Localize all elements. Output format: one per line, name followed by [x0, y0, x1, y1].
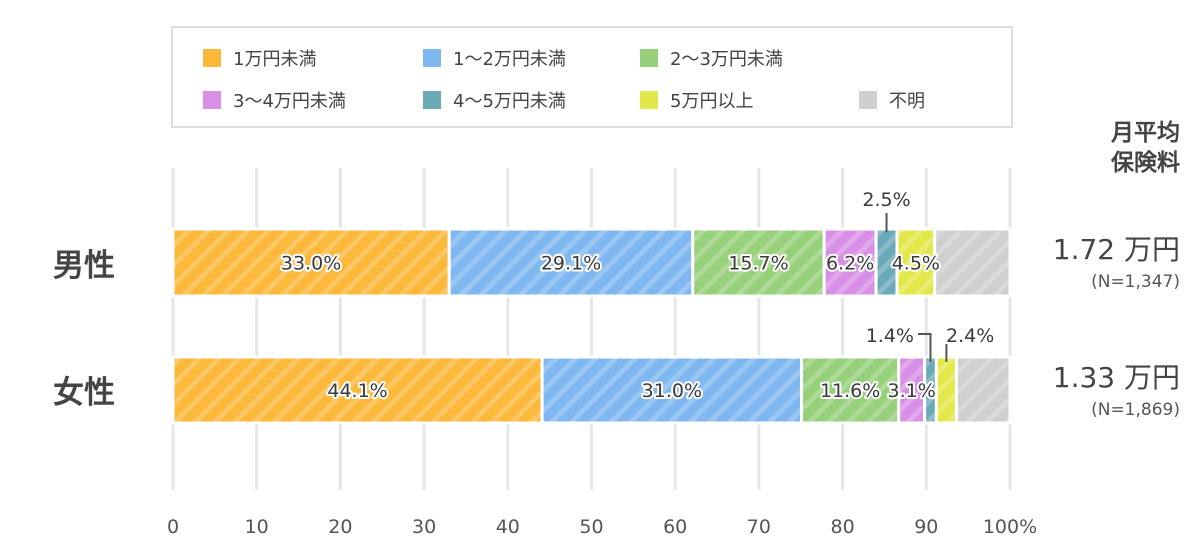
data-label: 3.1%	[888, 380, 936, 402]
gridlines	[171, 168, 1012, 490]
data-label: 6.2%	[826, 253, 874, 275]
x-tick-label: 60	[663, 516, 687, 538]
average-value: 1.33 万円	[1052, 361, 1180, 394]
bar-segment-hatch	[898, 230, 934, 295]
legend-item: 不明	[859, 89, 925, 112]
bar-segment	[691, 227, 826, 298]
data-label: 2.5%	[862, 189, 910, 211]
legend-swatch	[423, 49, 441, 67]
legend-swatch	[203, 91, 221, 109]
bar-segment-hatch	[543, 358, 801, 422]
label-leader-line	[918, 333, 932, 362]
side-title-line: 月平均	[1111, 120, 1180, 146]
data-label: 29.1%	[541, 253, 601, 275]
legend-item: 3〜4万円未満	[203, 89, 346, 112]
legend-label: 2〜3万円未満	[670, 49, 783, 70]
data-label: 15.7%	[728, 253, 788, 275]
bar-segment-hatch	[936, 230, 1009, 295]
sample-size: (N=1,869)	[1091, 400, 1180, 420]
data-labels: 33.0% 29.1% 15.7% 6.2% 4.5% 2.5% 44.1% 31.0% 11.…	[279, 187, 996, 404]
x-tick-label: 0	[167, 516, 179, 538]
data-label: 44.1%	[327, 380, 387, 402]
x-tick-label: 50	[579, 516, 603, 538]
bar-segment-hatch	[803, 358, 898, 422]
legend: 1万円未満 1〜2万円未満 2〜3万円未満 3〜4万円未満 4〜5万円未満 5万…	[171, 26, 1013, 128]
legend-label: 不明	[889, 91, 925, 112]
sample-size: (N=1,347)	[1091, 272, 1180, 292]
bar-segment-hatch	[900, 358, 924, 422]
bar-segment-hatch	[877, 230, 896, 295]
x-tick-label: 70	[747, 516, 771, 538]
x-tick-label: 80	[831, 516, 855, 538]
average-male: 1.72 万円 (N=1,347)	[990, 228, 1180, 292]
legend-label: 1〜2万円未満	[453, 49, 566, 70]
x-tick-label: 100%	[983, 516, 1037, 538]
bar-segment-hatch	[937, 358, 955, 422]
x-tick-label: 10	[245, 516, 269, 538]
data-label: 11.6%	[820, 380, 880, 402]
legend-item: 4〜5万円未満	[423, 89, 566, 112]
legend-label: 3〜4万円未満	[233, 91, 346, 112]
legend-item: 1万円未満	[203, 47, 317, 70]
bars	[171, 227, 1012, 425]
side-title-line: 保険料	[1111, 150, 1180, 176]
average-female: 1.33 万円 (N=1,869)	[990, 356, 1180, 420]
x-tick-label: 30	[412, 516, 436, 538]
bar-segment	[934, 355, 958, 425]
x-tick-label: 40	[496, 516, 520, 538]
legend-swatch	[859, 91, 877, 109]
bar-segment	[800, 355, 901, 425]
bar-segment	[822, 227, 878, 298]
legend-swatch	[640, 91, 658, 109]
bar-segment	[933, 227, 1012, 298]
legend-item: 5万円以上	[640, 89, 754, 112]
x-tick-label: 20	[328, 516, 352, 538]
x-tick-label: 90	[914, 516, 938, 538]
bar-segment-hatch	[825, 230, 875, 295]
bar-segment	[895, 227, 937, 298]
side-title: 月平均 保険料	[1060, 118, 1180, 178]
category-label: 女性	[53, 375, 115, 411]
legend-item: 2〜3万円未満	[640, 47, 783, 70]
data-label: 33.0%	[281, 253, 341, 275]
bar-segment-hatch	[450, 230, 692, 295]
data-label: 1.4%	[866, 325, 914, 347]
legend-label: 5万円以上	[670, 91, 754, 112]
legend-item: 1〜2万円未満	[423, 47, 566, 70]
bar-segment-hatch	[957, 358, 1009, 422]
bar-segment-hatch	[694, 230, 823, 295]
legend-label: 1万円未満	[233, 49, 317, 70]
bar-segment-hatch	[174, 358, 541, 422]
legend-label: 4〜5万円未満	[453, 91, 566, 112]
average-value: 1.72 万円	[1052, 233, 1180, 266]
bar-segment	[171, 355, 544, 425]
bar-segment	[897, 355, 927, 425]
data-label: 4.5%	[892, 253, 940, 275]
legend-swatch	[203, 49, 221, 67]
bar-segment-hatch	[174, 230, 448, 295]
bar-segment	[540, 355, 804, 425]
data-label: 2.4%	[946, 325, 994, 347]
legend-swatch	[640, 49, 658, 67]
bar-segment-hatch	[926, 358, 935, 422]
bar-segment	[171, 227, 451, 298]
category-label: 男性	[53, 248, 115, 284]
bar-segment	[954, 355, 1012, 425]
bar-segment	[874, 227, 899, 298]
legend-swatch	[423, 91, 441, 109]
data-label: 31.0%	[642, 380, 702, 402]
